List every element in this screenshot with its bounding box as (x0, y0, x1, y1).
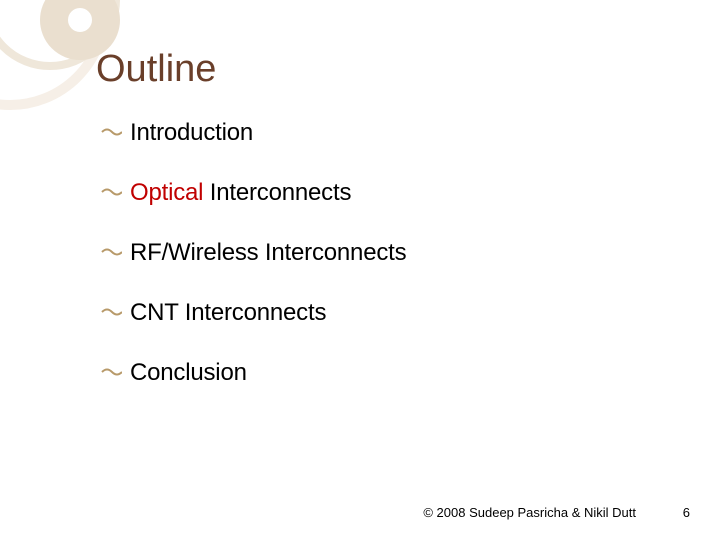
bullet-text: RF/Wireless Interconnects (130, 239, 406, 266)
bullet-optical: Optical Interconnects (100, 179, 660, 207)
bullet-text: CNT Interconnects (130, 299, 326, 326)
page-number: 6 (676, 505, 690, 520)
bullet-highlight: Optical (130, 179, 203, 206)
bullet-intro: Introduction (100, 119, 660, 147)
copyright: © 2008 Sudeep Pasricha & Nikil Dutt (423, 505, 636, 520)
bullet-rf: RF/Wireless Interconnects (100, 239, 660, 267)
bullet-cnt: CNT Interconnects (100, 299, 660, 327)
bullet-text: Conclusion (130, 359, 247, 386)
bullet-list: Introduction Optical Interconnects RF/Wi… (100, 119, 660, 387)
footer: © 2008 Sudeep Pasricha & Nikil Dutt 6 (30, 505, 690, 520)
bullet-conclusion: Conclusion (100, 359, 660, 387)
slide-title: Outline (96, 48, 660, 91)
bullet-text: Introduction (130, 119, 253, 146)
slide: Outline Introduction Optical Interconnec… (0, 0, 720, 540)
bullet-text: Interconnects (203, 179, 351, 206)
